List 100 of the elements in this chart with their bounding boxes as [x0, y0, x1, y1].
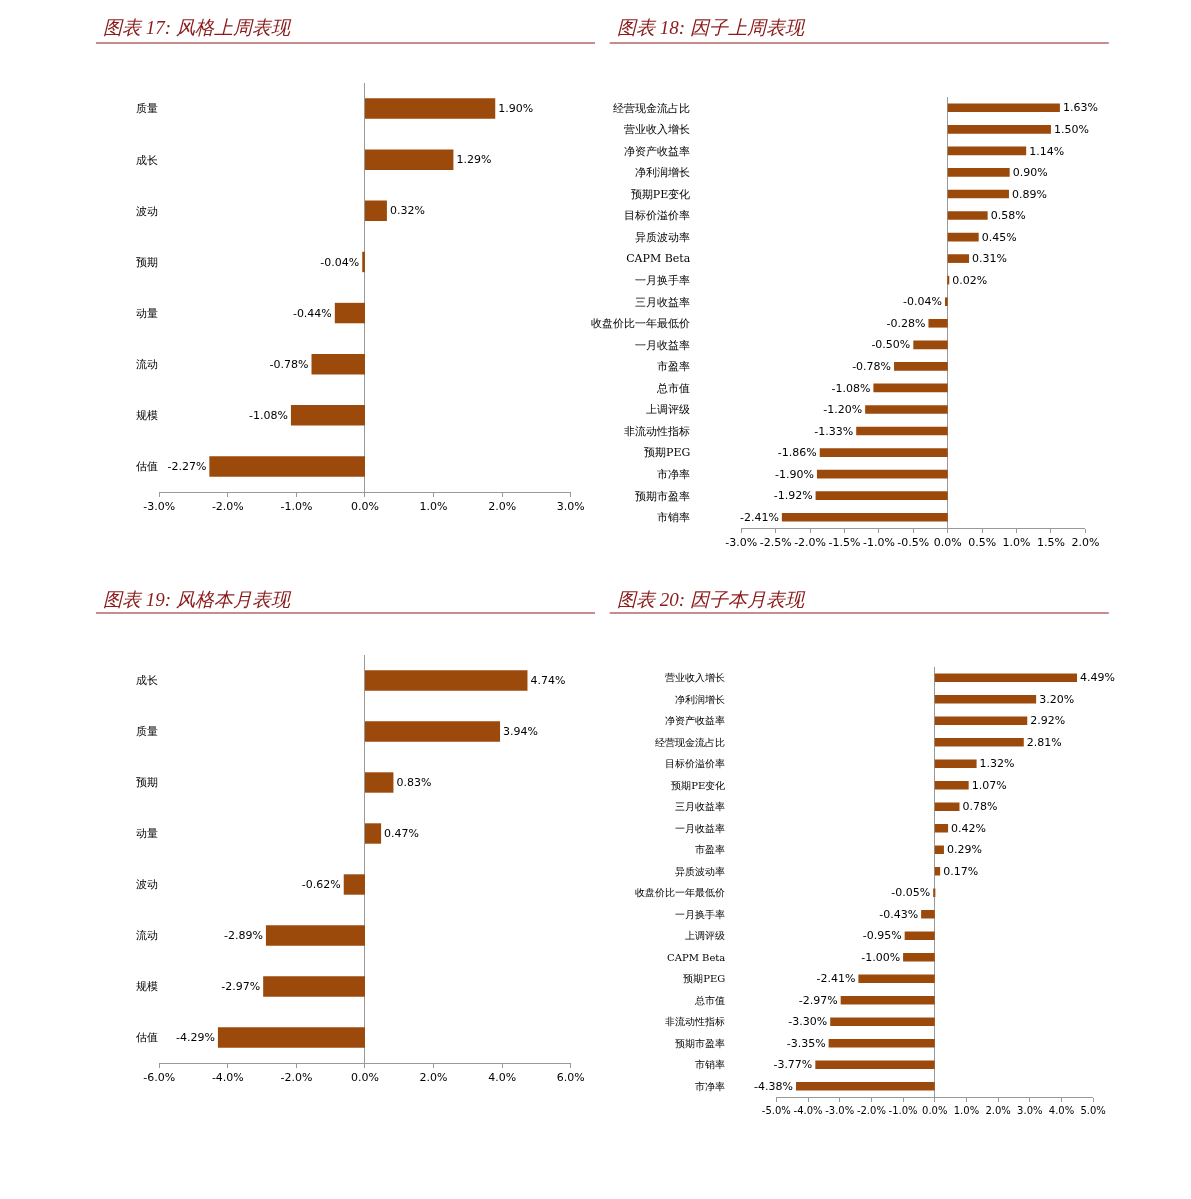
x-tick-label: 4.0%	[1048, 1105, 1075, 1116]
bar	[781, 512, 948, 522]
data-label: -1.08%	[249, 408, 288, 422]
bar	[830, 1017, 935, 1027]
data-label: 1.63%	[1062, 101, 1098, 115]
y-tick-label: 经营现金流占比	[655, 736, 726, 748]
x-tick-label: -3.0%	[143, 500, 176, 514]
bar	[209, 456, 365, 477]
bar	[815, 1060, 935, 1070]
x-tick-label: 2.0%	[419, 1071, 448, 1085]
y-tick-label: 质量	[136, 725, 159, 739]
y-tick-label: 三月收益率	[675, 801, 726, 813]
x-tick-label: -6.0%	[143, 1071, 176, 1085]
bar	[873, 383, 948, 393]
data-label: -0.04%	[903, 295, 942, 309]
data-label: -2.97%	[221, 980, 261, 994]
data-label: -2.97%	[798, 993, 838, 1007]
bar	[921, 909, 935, 919]
y-tick-label: 预期PE变化	[630, 187, 691, 201]
bar	[933, 888, 936, 898]
bar	[944, 297, 948, 307]
data-label: -1.00%	[861, 950, 901, 964]
bar	[947, 232, 979, 242]
data-label: 4.49%	[1080, 671, 1115, 685]
x-tick-label: 1.0%	[953, 1105, 980, 1116]
chart-title: 图表 18: 因子上周表现	[617, 17, 806, 38]
x-tick-label: -2.0%	[280, 1071, 313, 1085]
y-tick-label: 净利润增长	[635, 166, 691, 180]
y-tick-label: 成长	[136, 674, 159, 688]
x-tick-label: -3.0%	[725, 536, 758, 550]
x-tick-label: 6.0%	[556, 1071, 585, 1085]
bar	[894, 362, 948, 371]
bar	[364, 149, 454, 170]
y-tick-label: 动量	[136, 306, 159, 320]
y-tick-label: 一月收益率	[635, 338, 691, 352]
data-label: -3.35%	[786, 1036, 826, 1050]
y-tick-label: 总市值	[694, 994, 726, 1006]
bar	[364, 200, 387, 222]
y-tick-label: 营业收入增长	[665, 672, 726, 684]
bar	[947, 211, 988, 220]
bar	[819, 448, 948, 457]
y-tick-label: 预期	[136, 776, 159, 790]
y-tick-label: 非流动性指标	[665, 1016, 726, 1028]
data-label: -2.41%	[739, 510, 779, 524]
x-tick-label: 0.5%	[968, 536, 997, 550]
y-tick-label: 一月换手率	[635, 274, 691, 288]
x-tick-label: 0.0%	[351, 500, 379, 514]
data-label: 0.58%	[990, 209, 1026, 223]
y-tick-label: 市销率	[657, 511, 691, 525]
bar	[364, 772, 394, 793]
bar	[947, 189, 1009, 199]
y-tick-label: 成长	[136, 153, 159, 167]
data-label: -1.86%	[777, 446, 817, 460]
bar	[947, 168, 1010, 177]
x-tick-label: 2.0%	[1071, 536, 1100, 550]
bar	[947, 103, 1060, 113]
data-label: 0.45%	[981, 230, 1017, 244]
y-tick-label: 上调评级	[685, 930, 726, 942]
x-tick-label: 1.0%	[419, 500, 448, 514]
bar	[795, 1081, 935, 1091]
y-tick-label: 规模	[136, 409, 159, 423]
data-label: -0.44%	[292, 306, 332, 320]
x-tick-label: 1.5%	[1036, 536, 1065, 550]
y-tick-label: 估值	[136, 460, 159, 474]
bar	[364, 721, 501, 742]
bar	[856, 426, 948, 436]
data-label: -4.29%	[176, 1031, 215, 1045]
y-tick-label: 一月换手率	[675, 908, 726, 920]
bar	[947, 275, 950, 285]
data-label: -0.50%	[871, 338, 911, 352]
x-tick-label: 2.0%	[488, 500, 517, 514]
y-tick-label: 预期PEG	[683, 973, 726, 985]
bar	[815, 491, 948, 500]
y-tick-label: 市盈率	[695, 844, 726, 856]
bar	[934, 673, 1078, 683]
bar	[343, 874, 365, 895]
x-tick-label: -1.0%	[280, 500, 313, 514]
y-tick-label: 预期PEG	[644, 446, 691, 460]
x-tick-label: -4.0%	[793, 1105, 823, 1116]
y-tick-label: 预期市盈率	[675, 1037, 726, 1049]
y-tick-label: 异质波动率	[675, 865, 726, 877]
y-tick-label: 目标价溢价率	[624, 209, 691, 223]
x-tick-label: 4.0%	[488, 1071, 517, 1085]
bar	[311, 353, 365, 375]
bar	[934, 716, 1028, 726]
y-tick-label: 净资产收益率	[624, 144, 691, 158]
x-tick-label: 0.0%	[351, 1071, 379, 1085]
bar	[947, 146, 1027, 156]
y-tick-label: 动量	[136, 827, 159, 841]
y-tick-label: 波动	[136, 878, 159, 892]
y-tick-label: 营业收入增长	[624, 123, 691, 137]
data-label: 0.02%	[952, 273, 988, 287]
bar	[913, 340, 948, 350]
data-label: 3.94%	[503, 725, 538, 739]
bar	[840, 995, 935, 1005]
y-tick-label: 收盘价比一年最低价	[635, 887, 726, 899]
bar	[904, 931, 935, 941]
y-tick-label: CAPM Beta	[626, 252, 691, 266]
x-tick-label: -2.0%	[856, 1105, 886, 1116]
x-tick-label: -2.5%	[759, 536, 792, 550]
